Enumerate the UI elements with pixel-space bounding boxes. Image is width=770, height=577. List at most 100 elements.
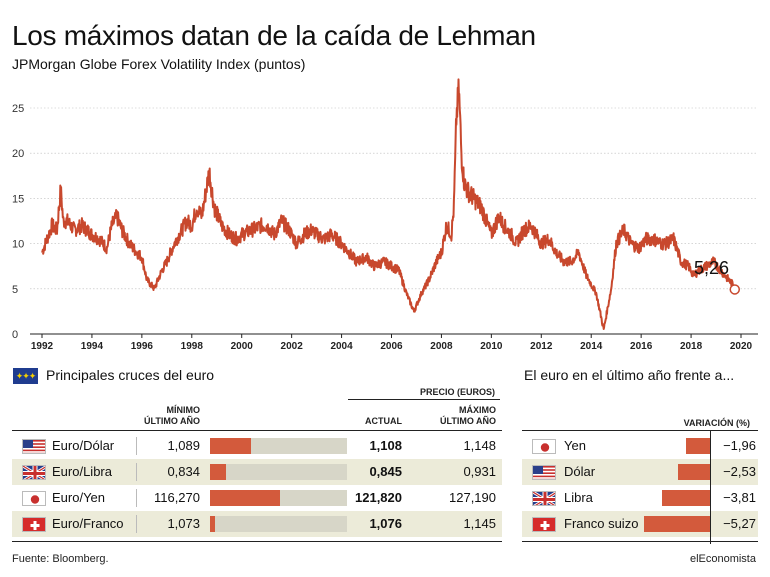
variation-zero-line (710, 430, 711, 544)
min-value: 1,089 (167, 438, 200, 453)
range-fill (210, 438, 252, 454)
variation-category: Yen (564, 438, 586, 453)
chart-title: Los máximos datan de la caída de Lehman (12, 20, 536, 51)
x-tick-label: 2004 (330, 341, 353, 352)
x-tick-label: 2010 (480, 341, 503, 352)
last-value-label: 5,26 (694, 258, 729, 278)
pair-label: Euro/Libra (52, 464, 112, 479)
range-track (210, 438, 347, 454)
row-separator (136, 437, 137, 455)
x-tick-label: 2018 (680, 341, 703, 352)
x-tick-label: 2006 (380, 341, 403, 352)
variation-row: Dólar −2,53 (522, 459, 758, 485)
variation-value: −3,81 (723, 490, 756, 505)
variation-bar (644, 516, 710, 532)
actual-value: 1,076 (369, 516, 402, 531)
variation-row: Franco suizo −5,27 (522, 511, 758, 537)
x-tick-label: 2012 (530, 341, 553, 352)
actual-value: 121,820 (355, 490, 402, 505)
variation-bar (678, 464, 710, 480)
range-track (210, 516, 347, 532)
x-tick-label: 1992 (31, 341, 54, 352)
price-header: PRECIO (EUROS) (420, 387, 496, 397)
flag-japan-icon (532, 439, 556, 454)
flag-japan-icon (22, 491, 46, 506)
flag-uk-icon (22, 465, 46, 480)
max-value: 1,145 (463, 516, 496, 531)
max-value: 1,148 (463, 438, 496, 453)
x-tick-label: 2016 (630, 341, 653, 352)
table-row: Euro/Libra 0,834 0,845 0,931 (12, 459, 502, 485)
table-row: Euro/Franco 1,073 1,076 1,145 (12, 511, 502, 537)
price-header-rule (348, 399, 500, 400)
variation-bar (662, 490, 710, 506)
max-value: 127,190 (449, 490, 496, 505)
flag-swiss-icon (22, 517, 46, 532)
variation-bottom-rule (522, 541, 758, 542)
table-row: Euro/Yen 116,270 121,820 127,190 (12, 485, 502, 511)
max-header: MÁXIMO ÚLTIMO AÑO (434, 405, 496, 427)
variation-value: −2,53 (723, 464, 756, 479)
pair-label: Euro/Dólar (52, 438, 115, 453)
y-tick-label: 15 (12, 193, 24, 205)
actual-header: ACTUAL (365, 416, 402, 426)
chart-subtitle: JPMorgan Globe Forex Volatility Index (p… (12, 56, 306, 72)
max-value: 0,931 (463, 464, 496, 479)
x-tick-label: 1996 (131, 341, 154, 352)
variation-title: El euro en el último año frente a... (524, 367, 735, 383)
pair-label: Euro/Franco (52, 516, 124, 531)
min-header-line1: MÍNIMO (166, 405, 201, 415)
variation-category: Libra (564, 490, 593, 505)
range-track (210, 490, 347, 506)
range-fill (210, 490, 280, 506)
variation-category: Dólar (564, 464, 596, 479)
y-tick-label: 25 (12, 103, 24, 115)
volatility-line-chart: 0 5 10 15 20 25 1992 1994 1996 1998 2000 2002 2004 2… (12, 78, 758, 352)
x-tick-label: 2008 (430, 341, 453, 352)
table-row: Euro/Dólar 1,089 1,108 1,148 (12, 433, 502, 459)
min-value: 1,073 (167, 516, 200, 531)
x-tick-label: 2020 (730, 341, 753, 352)
variation-bar (685, 438, 710, 454)
flag-usa-icon (532, 465, 556, 480)
min-header-line2: ÚLTIMO AÑO (144, 416, 200, 426)
variation-header: VARIACIÓN (%) (683, 418, 750, 428)
last-value-marker (729, 284, 741, 295)
table-title: Principales cruces del euro (46, 367, 215, 383)
row-separator (136, 463, 137, 481)
variation-value: −1,96 (723, 438, 756, 453)
min-value: 116,270 (153, 490, 200, 505)
variation-category: Franco suizo (564, 516, 639, 531)
y-tick-label: 10 (12, 239, 24, 251)
max-header-line2: ÚLTIMO AÑO (440, 416, 496, 426)
variation-row: Yen −1,96 (522, 433, 758, 459)
range-track (210, 464, 347, 480)
row-separator (136, 489, 137, 507)
variation-header-rule (522, 430, 758, 431)
y-tick-label: 20 (12, 148, 24, 160)
table-bottom-rule (12, 541, 502, 542)
y-tick-label: 5 (12, 284, 18, 296)
source-note: Fuente: Bloomberg. (12, 553, 109, 565)
flag-swiss-icon (532, 517, 556, 532)
brand-logo: elEconomista (689, 553, 756, 565)
y-tick-label: 0 (12, 329, 18, 341)
actual-value: 1,108 (369, 438, 402, 453)
min-header: MÍNIMO ÚLTIMO AÑO (138, 405, 200, 427)
min-value: 0,834 (167, 464, 200, 479)
actual-value: 0,845 (369, 464, 402, 479)
x-tick-label: 2002 (281, 341, 304, 352)
variation-row: Libra −3,81 (522, 485, 758, 511)
max-header-line1: MÁXIMO (459, 405, 496, 415)
x-tick-label: 2014 (580, 341, 603, 352)
volatility-series-line (41, 78, 736, 330)
range-fill (210, 464, 227, 480)
x-tick-label: 1994 (81, 341, 104, 352)
flag-eu-icon: ✦✦✦ (13, 368, 38, 384)
pair-label: Euro/Yen (52, 490, 106, 505)
flag-uk-icon (532, 491, 556, 506)
flag-usa-icon (22, 439, 46, 454)
x-tick-label: 2000 (231, 341, 254, 352)
x-tick-label: 1998 (181, 341, 204, 352)
range-fill (210, 516, 216, 532)
